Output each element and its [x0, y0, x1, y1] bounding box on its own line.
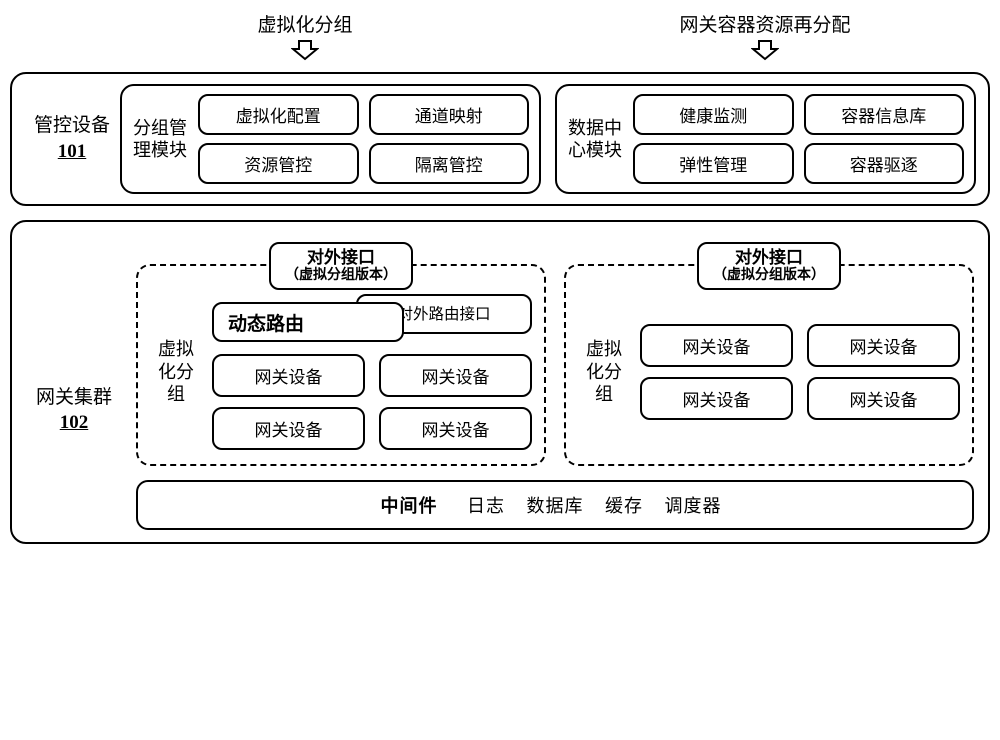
gateway-device: 网关设备	[212, 354, 365, 397]
external-api-tab-a: 对外接口 （虚拟分组版本）	[269, 242, 413, 290]
gateway-device: 网关设备	[379, 407, 532, 450]
virtual-group-a-title: 虚拟化分组	[150, 338, 202, 406]
cluster-panel: 网关集群 102 对外接口 （虚拟分组版本） 虚拟化分组	[10, 220, 990, 544]
module-a-title: 分组管理模块	[132, 117, 188, 162]
module-a-cell: 虚拟化配置	[198, 94, 359, 135]
virtual-group-a: 对外接口 （虚拟分组版本） 虚拟化分组 对外路由接口 动态路由 网关设备 网	[136, 264, 546, 466]
cluster-number: 102	[60, 410, 89, 436]
external-api-tab-b: 对外接口 （虚拟分组版本）	[697, 242, 841, 290]
arrow-row	[10, 39, 990, 66]
external-api-line2: （虚拟分组版本）	[713, 268, 825, 284]
module-b-cell: 容器信息库	[804, 94, 965, 135]
arrow-down-icon	[751, 39, 779, 61]
virtual-groups-row: 对外接口 （虚拟分组版本） 虚拟化分组 对外路由接口 动态路由 网关设备 网	[136, 264, 974, 466]
module-a-box: 分组管理模块 虚拟化配置 通道映射 资源管控 隔离管控	[120, 84, 541, 194]
module-b-box: 数据中心模块 健康监测 容器信息库 弹性管理 容器驱逐	[555, 84, 976, 194]
management-label-text: 管控设备	[34, 113, 110, 139]
virtual-group-b: 对外接口 （虚拟分组版本） 虚拟化分组 网关设备 网关设备 网关设备 网关设备	[564, 264, 974, 466]
management-side-label: 管控设备 101	[24, 84, 120, 194]
middleware-label: 中间件	[381, 492, 438, 518]
diagram-root: 虚拟化分组 网关容器资源再分配 管控设备 101 分组管理模块 虚拟化配置	[10, 10, 990, 544]
middleware-item: 日志	[467, 492, 505, 518]
module-a-cell: 通道映射	[369, 94, 530, 135]
middleware-item: 数据库	[527, 492, 584, 518]
modules-row: 分组管理模块 虚拟化配置 通道映射 资源管控 隔离管控 数据中心模块 健康监测 …	[120, 84, 976, 194]
middleware-item: 调度器	[665, 492, 722, 518]
cluster-label-text: 网关集群	[36, 385, 112, 411]
gateway-device: 网关设备	[379, 354, 532, 397]
top-label-row: 虚拟化分组 网关容器资源再分配	[10, 10, 990, 37]
middleware-item: 缓存	[605, 492, 643, 518]
module-b-cell: 容器驱逐	[804, 143, 965, 184]
middleware-box: 中间件 日志 数据库 缓存 调度器	[136, 480, 974, 530]
external-api-line1: 对外接口	[713, 248, 825, 268]
arrow-down-icon	[291, 39, 319, 61]
dynamic-routing-front: 动态路由	[212, 302, 404, 342]
module-a-cell: 隔离管控	[369, 143, 530, 184]
external-api-line2: （虚拟分组版本）	[285, 268, 397, 284]
module-b-title: 数据中心模块	[567, 117, 623, 162]
dynamic-routing-stack: 对外路由接口 动态路由	[212, 294, 532, 344]
virtual-group-b-title: 虚拟化分组	[578, 338, 630, 406]
header-left-label: 虚拟化分组	[120, 10, 490, 37]
gateway-device: 网关设备	[640, 324, 793, 367]
cluster-side-label: 网关集群 102	[26, 236, 122, 466]
module-a-cell: 资源管控	[198, 143, 359, 184]
gateway-device: 网关设备	[807, 377, 960, 420]
external-api-line1: 对外接口	[285, 248, 397, 268]
module-b-cell: 健康监测	[633, 94, 794, 135]
module-b-cell: 弹性管理	[633, 143, 794, 184]
gateway-device: 网关设备	[807, 324, 960, 367]
gateway-device: 网关设备	[640, 377, 793, 420]
gateway-device: 网关设备	[212, 407, 365, 450]
management-panel: 管控设备 101 分组管理模块 虚拟化配置 通道映射 资源管控 隔离管控 数据中…	[10, 72, 990, 206]
management-number: 101	[58, 139, 87, 165]
header-right-label: 网关容器资源再分配	[620, 10, 990, 37]
